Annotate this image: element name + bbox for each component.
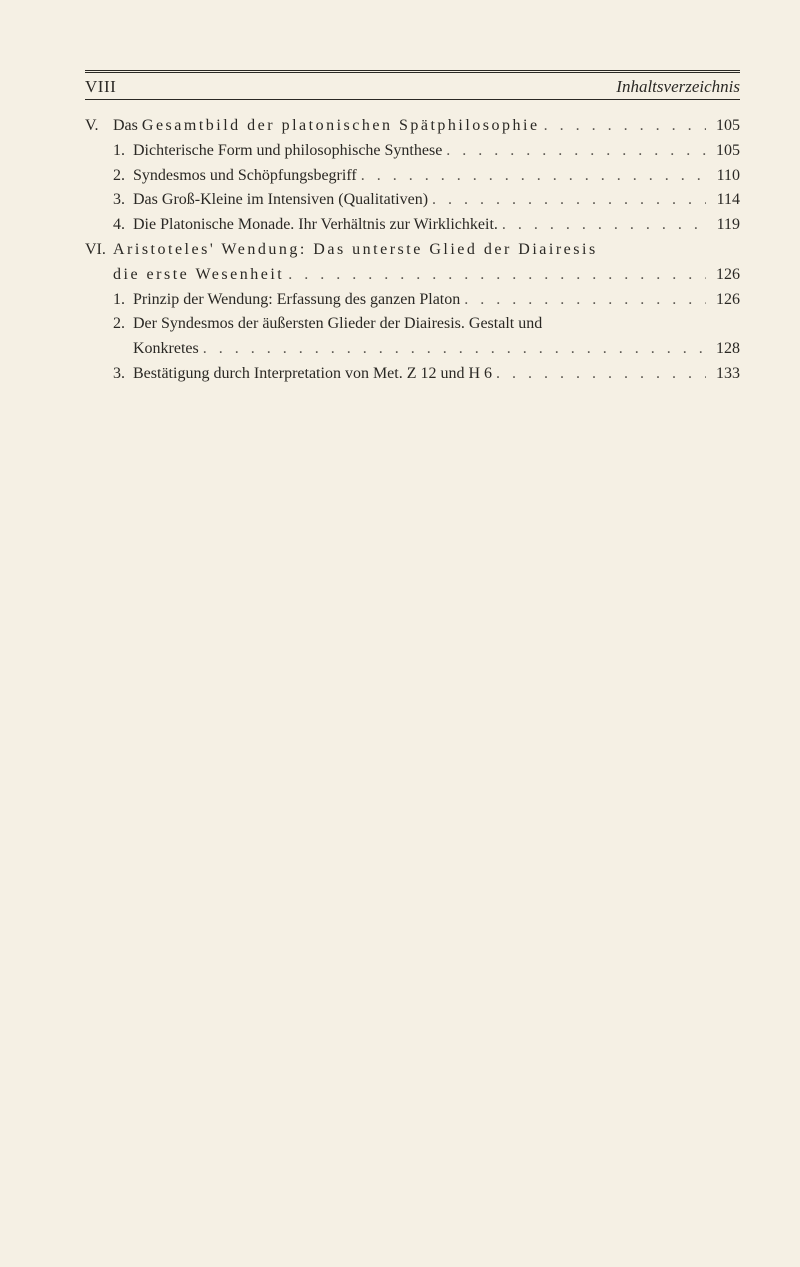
- leader-dots: [199, 337, 706, 362]
- leader-dots: [492, 362, 706, 387]
- leader-dots: [284, 263, 706, 288]
- page-number: 105: [706, 114, 740, 139]
- header-title: Inhaltsverzeichnis: [616, 77, 740, 97]
- page-number: 110: [706, 164, 740, 189]
- page-number: 119: [706, 213, 740, 238]
- item-marker: 4.: [113, 213, 133, 238]
- page-roman-numeral: VIII: [85, 77, 116, 97]
- leader-dots: [460, 288, 706, 313]
- leader-dots: [540, 114, 706, 139]
- item-marker: 1.: [113, 288, 133, 313]
- toc-section-heading-continuation: die erste Wesenheit 126: [85, 263, 740, 288]
- item-marker: 3.: [113, 188, 133, 213]
- item-marker: 2.: [113, 312, 133, 337]
- page-number: 128: [706, 337, 740, 362]
- title-prefix: Das: [113, 117, 142, 134]
- page-number: 126: [706, 288, 740, 313]
- item-label: Syndesmos und Schöpfungsbegriff: [133, 164, 357, 189]
- item-label: Das Groß-Kleine im Intensiven (Qualitati…: [133, 188, 428, 213]
- item-marker: 3.: [113, 362, 133, 387]
- toc-item: 1. Prinzip der Wendung: Erfassung des ga…: [85, 288, 740, 313]
- running-header: VIII Inhaltsverzeichnis: [85, 77, 740, 100]
- page-number: 105: [706, 139, 740, 164]
- page-number: 133: [706, 362, 740, 387]
- item-label: Dichterische Form und philosophische Syn…: [133, 139, 442, 164]
- table-of-contents: V. Das Gesamtbild der platonischen Spätp…: [85, 114, 740, 387]
- leader-dots: [442, 139, 706, 164]
- leader-dots: [428, 188, 706, 213]
- item-marker: 2.: [113, 164, 133, 189]
- toc-section-heading: V. Das Gesamtbild der platonischen Spätp…: [85, 114, 740, 139]
- item-label: Prinzip der Wendung: Erfassung des ganze…: [133, 288, 460, 313]
- toc-item: 2. Der Syndesmos der äußersten Glieder d…: [85, 312, 740, 337]
- toc-item: 4. Die Platonische Monade. Ihr Verhältni…: [85, 213, 740, 238]
- section-marker: VI.: [85, 238, 113, 263]
- header-double-rule: [85, 70, 740, 73]
- title-spaced: Gesamtbild der platonischen Spätphilosop…: [142, 117, 540, 134]
- item-label: Bestätigung durch Interpretation von Met…: [133, 362, 492, 387]
- toc-item: 3. Bestätigung durch Interpretation von …: [85, 362, 740, 387]
- page-number: 114: [706, 188, 740, 213]
- section-marker: V.: [85, 114, 113, 139]
- page-number: 126: [706, 263, 740, 288]
- item-label-line2: Konkretes: [133, 337, 199, 362]
- leader-dots: [357, 164, 706, 189]
- leader-dots: [498, 213, 706, 238]
- item-marker: 1.: [113, 139, 133, 164]
- toc-item: 1. Dichterische Form und philosophische …: [85, 139, 740, 164]
- toc-item: 2. Syndesmos und Schöpfungsbegriff 110: [85, 164, 740, 189]
- toc-item: 3. Das Groß-Kleine im Intensiven (Qualit…: [85, 188, 740, 213]
- section-title-line2: die erste Wesenheit: [113, 263, 284, 288]
- item-label: Die Platonische Monade. Ihr Verhältnis z…: [133, 213, 498, 238]
- toc-section-heading: VI. Aristoteles' Wendung: Das unterste G…: [85, 238, 740, 263]
- section-title-line1: Aristoteles' Wendung: Das unterste Glied…: [113, 238, 598, 263]
- item-label-line1: Der Syndesmos der äußersten Glieder der …: [133, 312, 542, 337]
- toc-item-continuation: Konkretes 128: [85, 337, 740, 362]
- section-title: Das Gesamtbild der platonischen Spätphil…: [113, 114, 540, 139]
